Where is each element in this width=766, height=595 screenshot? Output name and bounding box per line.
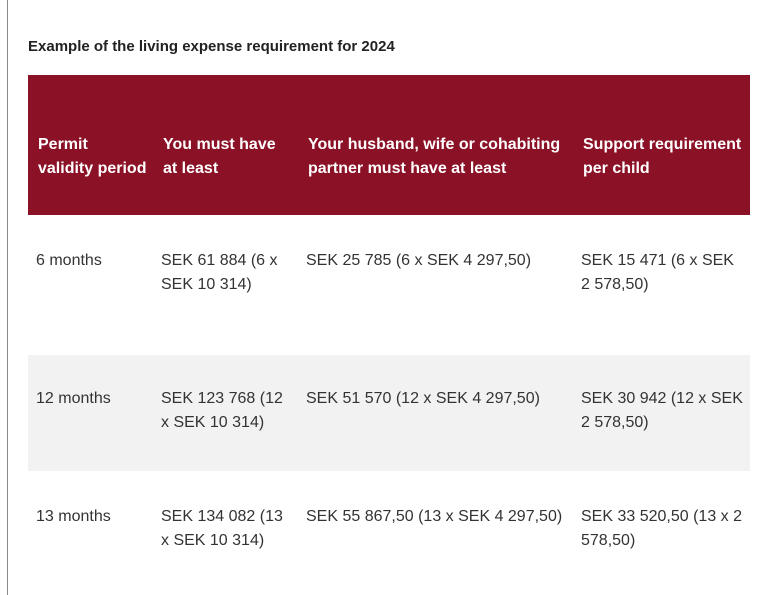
table-header: Permit validity period You must have at … [28, 75, 750, 215]
header-support-per-child: Support requirement per child [583, 136, 742, 177]
cell-permit-period: 13 months [36, 508, 111, 525]
cell-support-per-child: SEK 15 471 (6 x SEK 2 578,50) [581, 252, 734, 293]
cell-support-per-child: SEK 33 520,50 (13 x 2 578,50) [581, 508, 742, 549]
cell-partner-must-have: SEK 55 867,50 (13 x SEK 4 297,50) [306, 508, 563, 525]
cell-partner-must-have: SEK 51 570 (12 x SEK 4 297,50) [306, 390, 540, 407]
header-permit-validity-period: Permit validity period [38, 136, 147, 177]
table-row: 13 months SEK 134 082 (13 x SEK 10 314) … [28, 471, 750, 595]
cell-partner-must-have: SEK 25 785 (6 x SEK 4 297,50) [306, 252, 532, 269]
cell-permit-period: 6 months [36, 252, 102, 269]
cell-permit-period: 12 months [36, 390, 111, 407]
header-partner-must-have: Your husband, wife or cohabiting partner… [308, 136, 561, 177]
table-header-row: Permit validity period You must have at … [28, 75, 750, 215]
table-caption: Example of the living expense requiremen… [28, 38, 395, 55]
cell-you-must-have: SEK 123 768 (12 x SEK 10 314) [161, 390, 283, 431]
table-row: 6 months SEK 61 884 (6 x SEK 10 314) SEK… [28, 215, 750, 355]
cell-you-must-have: SEK 134 082 (13 x SEK 10 314) [161, 508, 283, 549]
cell-you-must-have: SEK 61 884 (6 x SEK 10 314) [161, 252, 278, 293]
header-you-must-have: You must have at least [163, 136, 276, 177]
cell-support-per-child: SEK 30 942 (12 x SEK 2 578,50) [581, 390, 743, 431]
table-body: 6 months SEK 61 884 (6 x SEK 10 314) SEK… [28, 215, 750, 595]
living-expense-table: Permit validity period You must have at … [28, 75, 750, 595]
page-left-border [7, 0, 8, 595]
table-row: 12 months SEK 123 768 (12 x SEK 10 314) … [28, 355, 750, 471]
